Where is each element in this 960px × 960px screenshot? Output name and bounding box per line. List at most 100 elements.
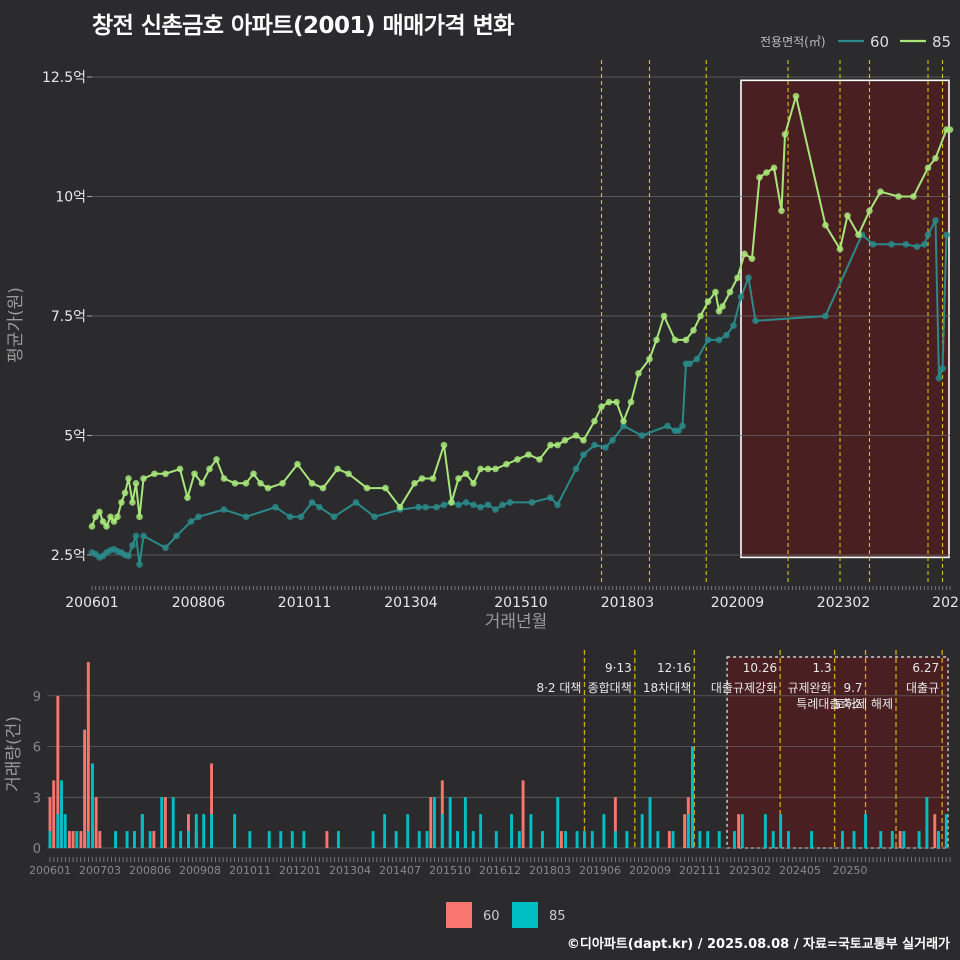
bar-60 (429, 797, 433, 848)
bar-y-tick-label: 9 (33, 690, 41, 705)
bar-85 (86, 831, 90, 848)
data-point-85 (294, 460, 301, 468)
bar-85 (140, 814, 144, 848)
bar-60 (98, 831, 102, 848)
data-point-60 (913, 243, 921, 250)
bar-60 (737, 814, 741, 848)
legend-label-85: 85 (932, 33, 951, 51)
bar-85 (698, 831, 702, 848)
data-point-85 (484, 465, 492, 473)
data-point-60 (935, 374, 943, 382)
data-point-85 (257, 480, 264, 487)
bar-x-tick-label: 201906 (579, 864, 621, 877)
data-point-85 (932, 154, 939, 162)
data-point-60 (440, 501, 448, 509)
data-point-60 (686, 360, 693, 368)
data-point-85 (279, 480, 286, 487)
bar-85 (63, 814, 67, 848)
bar-85 (763, 814, 767, 848)
bar-85 (440, 814, 444, 848)
data-point-60 (173, 532, 180, 540)
event-label: 9·13 (605, 661, 632, 675)
data-point-60 (433, 503, 440, 511)
data-point-85 (924, 164, 932, 172)
event-label: 특례대출축소 (796, 697, 862, 711)
data-point-85 (866, 207, 873, 215)
bar-85 (210, 814, 213, 848)
data-point-85 (704, 298, 712, 305)
bar-85 (302, 831, 306, 848)
bar-85 (48, 831, 52, 848)
data-point-85 (895, 193, 902, 200)
data-point-60 (140, 532, 147, 540)
data-point-60 (528, 499, 536, 506)
data-point-85 (877, 188, 884, 196)
bar-60 (683, 814, 687, 848)
data-point-85 (411, 480, 418, 487)
data-point-85 (132, 480, 140, 487)
bar-60 (52, 780, 56, 848)
x-tick-label: 200601 (65, 595, 118, 611)
y-tick-label: 10억 (55, 190, 86, 206)
bar-85 (248, 831, 252, 848)
data-point-60 (924, 231, 932, 239)
data-point-85 (345, 470, 352, 478)
data-point-85 (580, 436, 587, 444)
bar-x-tick-label: 201612 (479, 864, 521, 877)
event-label: 6.27 (912, 661, 939, 675)
data-point-60 (664, 422, 671, 430)
bar-60 (94, 797, 98, 848)
bar-85 (471, 831, 475, 848)
data-point-85 (363, 484, 371, 492)
data-point-60 (462, 499, 470, 506)
bar-85 (179, 831, 183, 848)
bar-85 (406, 814, 410, 848)
bar-85 (417, 831, 421, 848)
bar-85 (602, 814, 606, 848)
data-point-60 (602, 444, 609, 451)
bar-x-tick-label: 201407 (379, 864, 421, 877)
x-tick-label: 201011 (278, 595, 331, 611)
data-point-60 (308, 499, 316, 506)
event-label: 1.3 (813, 661, 832, 675)
data-point-60 (162, 544, 169, 552)
y-axis-title: 평균가(원) (6, 287, 26, 363)
data-point-60 (477, 503, 484, 511)
bar-85 (575, 831, 579, 848)
data-point-60 (715, 336, 723, 344)
bar-85 (456, 831, 459, 848)
data-point-85 (781, 131, 789, 138)
data-point-60 (187, 518, 195, 525)
data-point-60 (675, 427, 682, 435)
bar-85 (510, 814, 513, 848)
data-point-85 (719, 303, 726, 310)
data-point-60 (591, 441, 598, 449)
bar-85 (625, 831, 629, 848)
bar-85 (771, 831, 775, 848)
bar-60 (933, 814, 937, 848)
x-tick-label: 200806 (172, 595, 226, 611)
data-point-60 (499, 501, 506, 509)
data-point-85 (319, 484, 327, 492)
bar-85 (810, 831, 813, 848)
data-point-60 (220, 506, 228, 513)
data-point-85 (561, 436, 569, 444)
x-axis-title: 거래년월 (485, 612, 548, 632)
data-point-85 (770, 164, 778, 172)
data-point-60 (506, 499, 514, 506)
bar-85 (583, 831, 586, 848)
data-point-60 (679, 422, 686, 430)
bar-85 (279, 831, 283, 848)
bar-85 (194, 814, 198, 848)
event-label: 대출규 (906, 681, 939, 695)
bar-60 (898, 831, 902, 848)
event-label: 규제완화 (787, 681, 831, 695)
bar-85 (917, 831, 921, 848)
data-point-85 (653, 336, 660, 344)
bar-legend-swatch-85 (512, 902, 538, 928)
bar-60 (325, 831, 329, 848)
data-point-60 (297, 513, 305, 521)
y-tick-label: 2.5억 (51, 548, 86, 564)
data-point-60 (869, 241, 877, 248)
data-point-85 (741, 250, 748, 258)
